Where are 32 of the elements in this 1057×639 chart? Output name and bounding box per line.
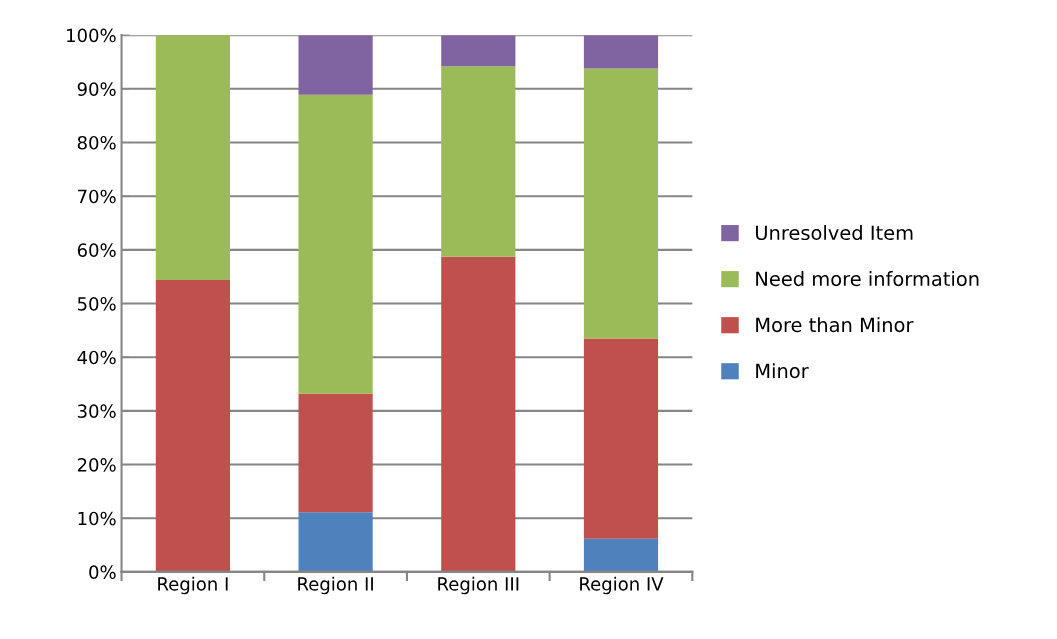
x-tick-label: Region IV: [580, 576, 664, 595]
x-tick-label: Region II: [298, 576, 373, 595]
y-tick-label: 70%: [78, 189, 116, 204]
bar: [298, 94, 373, 394]
y-tick-label: 0%: [89, 565, 116, 580]
bar: [441, 256, 516, 572]
x-tick-label: Region III: [438, 576, 519, 595]
bar: [583, 538, 659, 572]
bar: [298, 393, 373, 513]
bar: [298, 35, 373, 95]
legend-label: Unresolved Item: [756, 225, 913, 241]
y-tick-label: 30%: [77, 404, 116, 418]
bar: [583, 35, 659, 69]
y-tick-label: 40%: [77, 350, 116, 365]
bar: [155, 35, 230, 280]
y-tick-label: 90%: [77, 82, 116, 96]
y-tick-label: 20%: [77, 458, 116, 472]
legend-label: More than Minor: [756, 317, 914, 333]
bar: [583, 68, 659, 339]
y-tick-label: 50%: [77, 296, 116, 311]
legend-label: Need more information: [756, 271, 979, 287]
y-tick-label: 80%: [77, 135, 116, 150]
bar: [155, 279, 230, 572]
bar: [441, 66, 516, 257]
x-tick-label: Region I: [158, 576, 228, 595]
bar: [441, 35, 516, 67]
y-tick-label: 60%: [77, 243, 116, 257]
legend-label: Minor: [756, 363, 809, 379]
y-tick-label: 100%: [67, 28, 116, 43]
bar: [298, 512, 373, 572]
y-tick-label: 10%: [78, 511, 116, 526]
bar: [583, 338, 659, 539]
